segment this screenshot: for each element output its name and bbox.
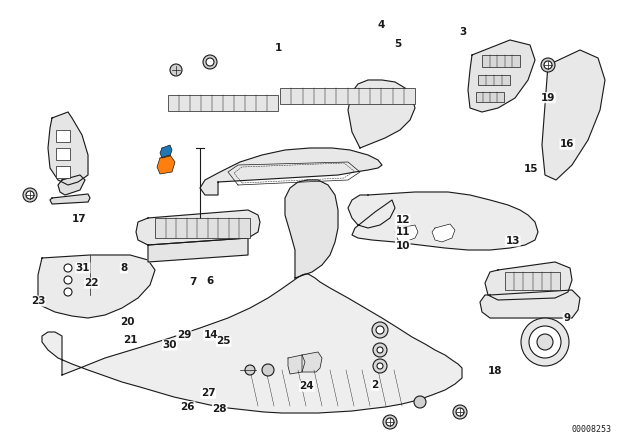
Text: 6: 6 (206, 276, 213, 286)
Circle shape (64, 288, 72, 296)
Circle shape (372, 322, 388, 338)
Bar (505, 272, 560, 290)
Circle shape (414, 396, 426, 408)
Circle shape (170, 64, 182, 76)
Bar (56, 130, 70, 142)
Circle shape (383, 415, 397, 429)
Text: 31: 31 (76, 263, 90, 273)
Bar (56, 148, 70, 160)
Text: 18: 18 (488, 366, 502, 376)
Text: 19: 19 (541, 93, 555, 103)
Text: 12: 12 (396, 215, 410, 224)
Text: 24: 24 (300, 381, 314, 391)
Circle shape (377, 347, 383, 353)
Text: 30: 30 (163, 340, 177, 350)
Polygon shape (38, 255, 155, 318)
Text: 8: 8 (120, 263, 127, 273)
Circle shape (64, 276, 72, 284)
Polygon shape (48, 112, 88, 185)
Polygon shape (395, 225, 418, 242)
Bar (476, 92, 504, 102)
Polygon shape (42, 274, 462, 413)
Bar (478, 75, 510, 85)
Circle shape (541, 58, 555, 72)
Text: 14: 14 (204, 330, 218, 340)
Polygon shape (157, 155, 175, 174)
Bar (168, 95, 278, 111)
Polygon shape (302, 352, 322, 372)
Text: 29: 29 (177, 330, 191, 340)
Polygon shape (348, 192, 538, 250)
Polygon shape (160, 145, 172, 158)
Bar (280, 88, 415, 104)
Circle shape (64, 264, 72, 272)
Circle shape (206, 58, 214, 66)
Text: 15: 15 (524, 164, 538, 174)
Text: 22: 22 (84, 278, 99, 288)
Text: 27: 27 (201, 388, 216, 398)
Polygon shape (58, 175, 85, 195)
Circle shape (377, 363, 383, 369)
Text: 4: 4 (378, 20, 385, 30)
Text: 26: 26 (180, 402, 195, 412)
Bar (56, 166, 70, 178)
Polygon shape (468, 40, 535, 112)
Text: 20: 20 (120, 317, 135, 327)
Text: 3: 3 (460, 27, 467, 37)
Text: 23: 23 (31, 296, 45, 306)
Circle shape (26, 191, 34, 199)
Text: 9: 9 (563, 313, 570, 323)
Text: 7: 7 (189, 277, 196, 287)
Circle shape (23, 188, 37, 202)
Circle shape (245, 365, 255, 375)
Polygon shape (148, 238, 248, 262)
Text: 21: 21 (123, 335, 138, 345)
Text: 1: 1 (275, 43, 282, 53)
Text: 13: 13 (506, 236, 520, 246)
Circle shape (373, 343, 387, 357)
Text: 17: 17 (72, 214, 86, 224)
Circle shape (453, 405, 467, 419)
Circle shape (529, 326, 561, 358)
Text: 25: 25 (216, 336, 231, 346)
Text: 10: 10 (396, 241, 410, 250)
Circle shape (203, 55, 217, 69)
Text: 00008253: 00008253 (571, 425, 611, 434)
Text: 16: 16 (560, 139, 575, 149)
Polygon shape (432, 224, 455, 242)
Polygon shape (200, 148, 382, 195)
Polygon shape (50, 194, 90, 204)
Polygon shape (285, 180, 338, 278)
Text: 2: 2 (371, 380, 378, 390)
Text: 28: 28 (212, 404, 227, 414)
Circle shape (373, 359, 387, 373)
Bar (155, 218, 250, 238)
Circle shape (262, 364, 274, 376)
Text: 5: 5 (394, 39, 401, 49)
Circle shape (376, 326, 384, 334)
Polygon shape (136, 210, 260, 245)
Text: 11: 11 (396, 227, 410, 237)
Polygon shape (485, 262, 572, 300)
Circle shape (537, 334, 553, 350)
Bar (482, 55, 520, 67)
Circle shape (456, 408, 464, 416)
Polygon shape (480, 290, 580, 318)
Polygon shape (542, 50, 605, 180)
Circle shape (521, 318, 569, 366)
Circle shape (386, 418, 394, 426)
Polygon shape (348, 80, 415, 148)
Polygon shape (288, 355, 305, 374)
Circle shape (544, 61, 552, 69)
